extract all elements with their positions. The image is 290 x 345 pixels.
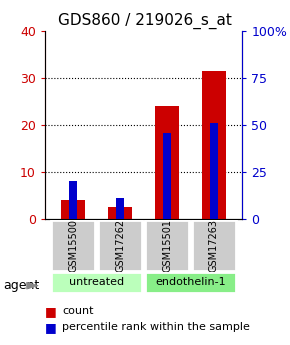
Bar [210,123,218,219]
Bar [155,106,179,219]
Bar [145,273,236,293]
Text: agent: agent [3,279,39,292]
Bar [202,71,226,219]
Bar [116,198,124,219]
Bar [163,132,171,219]
Text: count: count [62,306,94,316]
Text: GSM17262: GSM17262 [115,219,125,272]
Bar [108,207,132,219]
Text: percentile rank within the sample: percentile rank within the sample [62,322,250,332]
Bar [145,220,189,271]
Text: endothelin-1: endothelin-1 [155,277,226,287]
Text: GSM17263: GSM17263 [209,219,219,272]
Text: GSM15500: GSM15500 [68,219,78,272]
Text: ■: ■ [45,305,57,318]
Bar [51,220,95,271]
Text: ■: ■ [45,321,57,334]
Bar [51,273,142,293]
Bar [69,181,77,219]
Bar [61,200,85,219]
Bar [192,220,236,271]
Polygon shape [27,282,38,289]
Text: GDS860 / 219026_s_at: GDS860 / 219026_s_at [58,13,232,29]
Bar [98,220,142,271]
Text: untreated: untreated [69,277,124,287]
Text: GSM15501: GSM15501 [162,219,172,272]
